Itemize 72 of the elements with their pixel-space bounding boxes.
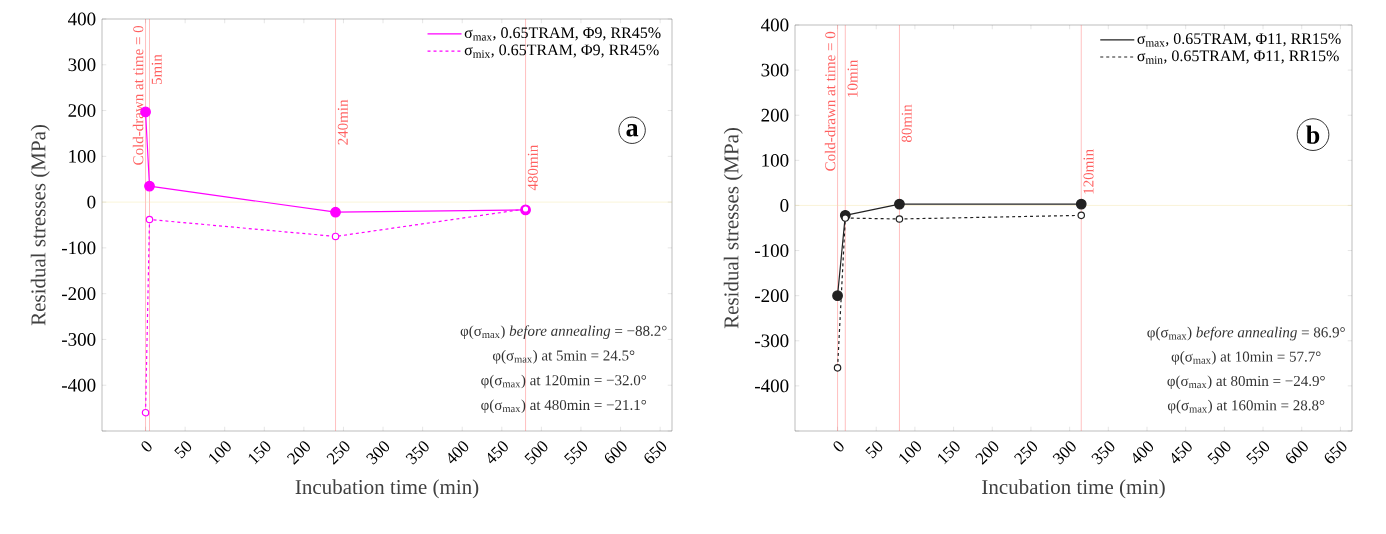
ref-line-label: Cold-drawn at time = 0: [824, 31, 836, 171]
y-tick-label: -400: [755, 379, 789, 393]
annotation: a: [626, 124, 639, 137]
y-tick-label: -100: [755, 244, 789, 257]
legend-label: σ$_{min}$, 0.65TRAM, Φ11, RR15%: [1137, 50, 1339, 64]
x-tick-label: 200: [286, 441, 310, 465]
y-tick-label: 300: [68, 58, 96, 72]
annotation: b: [1306, 125, 1320, 144]
x-tick-label: 450: [1171, 441, 1192, 464]
y-tick-label: -200: [755, 289, 789, 303]
annotation: φ(σ$_{max}$) before annealing = −88.2°: [460, 325, 667, 339]
x-tick-label: 50: [174, 441, 192, 459]
x-tick-label: 150: [938, 441, 960, 465]
annotation: φ(σ$_{max}$) at 160min = 28.8°: [1167, 399, 1325, 414]
ref-line-label: 5min: [151, 54, 162, 85]
x-tick-label: 400: [1133, 441, 1154, 464]
annotation: φ(σ$_{max}$) at 80min = −24.9°: [1167, 375, 1325, 390]
x-tick-label: 50: [865, 441, 883, 459]
y-tick-label: -400: [62, 378, 96, 392]
x-tick-label: 500: [1207, 441, 1231, 465]
x-tick-label: 550: [564, 441, 588, 465]
x-tick-label: 400: [448, 441, 469, 464]
x-tick-label: 450: [487, 441, 508, 464]
x-tick-label: 650: [1324, 441, 1347, 464]
x-tick-label: 100: [899, 441, 921, 465]
x-tick-label: 650: [644, 441, 667, 464]
legend-label: σ$_{max}$, 0.65TRAM, Φ11, RR15%: [1137, 33, 1341, 47]
x-tick-label: 150: [248, 441, 271, 465]
legend-label: σ$_{max}$, 0.65TRAM, Φ9, RR45%: [464, 27, 661, 41]
y-tick-label: 400: [68, 12, 96, 26]
x-tick-label: 250: [1014, 441, 1038, 465]
legend-label: σ$_{mix}$, 0.65TRAM, Φ9, RR45%: [464, 44, 659, 58]
x-tick-label: 600: [1286, 441, 1308, 464]
y-tick-label: 100: [69, 149, 96, 163]
annotation: φ(σ$_{max}$) at 10min = 57.7°: [1171, 351, 1321, 365]
x-tick-label: 200: [975, 441, 999, 465]
y-tick-label: 0: [780, 199, 789, 212]
y-tick-label: -200: [62, 287, 96, 301]
ref-line-label: 480min: [527, 145, 538, 191]
x-tick-label: 0: [141, 441, 152, 452]
annotation: φ(σ$_{max}$) at 5min = 24.5°: [492, 350, 635, 364]
y-tick-label: 300: [761, 63, 789, 77]
x-tick-label: 350: [405, 441, 429, 465]
x-axis-title: Incubation time (min): [295, 479, 479, 499]
y-tick-label: -300: [62, 333, 96, 346]
x-tick-label: 0: [833, 441, 844, 452]
ref-line-label: 10min: [847, 59, 858, 97]
y-axis-title: Residual stresses (MPa): [30, 125, 50, 326]
annotation: φ(σ$_{max}$) at 120min = −32.0°: [481, 374, 647, 389]
x-axis-title: Incubation time (min): [982, 479, 1165, 499]
x-tick-label: 350: [1091, 441, 1115, 465]
y-tick-label: -300: [755, 334, 789, 348]
ref-line-label: 240min: [337, 99, 348, 145]
ref-line-label: Cold-drawn at time = 0: [132, 25, 144, 165]
annotation: φ(σ$_{max}$) at 480min = −21.1°: [481, 399, 647, 414]
annotation: φ(σ$_{max}$) before annealing = 86.9°: [1147, 326, 1345, 341]
ref-line-label: 120min: [1083, 149, 1094, 194]
y-tick-label: 400: [761, 18, 789, 32]
x-tick-label: 300: [366, 441, 390, 465]
y-tick-label: 100: [762, 153, 789, 167]
x-tick-label: 250: [326, 441, 350, 465]
y-tick-label: 0: [87, 195, 96, 209]
ref-line-label: 80min: [901, 104, 912, 143]
x-tick-label: 550: [1246, 441, 1270, 465]
y-tick-label: 200: [68, 104, 96, 117]
x-tick-label: 300: [1052, 441, 1076, 465]
x-tick-label: 600: [604, 441, 627, 464]
y-axis-title: Residual stresses (MPa): [723, 128, 743, 329]
y-tick-label: -100: [62, 241, 96, 255]
x-tick-label: 100: [209, 441, 231, 465]
x-tick-label: 500: [524, 441, 548, 465]
y-tick-label: 200: [761, 108, 789, 122]
